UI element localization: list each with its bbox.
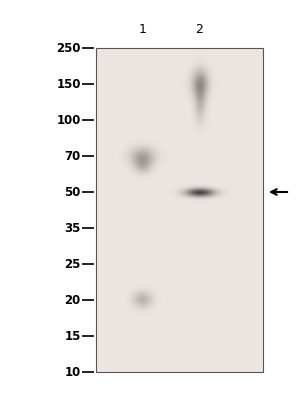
Text: 250: 250	[56, 42, 81, 54]
Bar	[96, 48, 263, 372]
Text: 50: 50	[64, 186, 81, 198]
Text: 2: 2	[196, 23, 203, 36]
Text: 20: 20	[65, 294, 81, 306]
Text: 1: 1	[139, 23, 147, 36]
Text: 70: 70	[65, 150, 81, 162]
Text: 150: 150	[56, 78, 81, 90]
Text: 10: 10	[65, 366, 81, 378]
Text: 25: 25	[64, 258, 81, 270]
Text: 35: 35	[64, 222, 81, 234]
Text: 100: 100	[56, 114, 81, 126]
Text: 15: 15	[64, 330, 81, 342]
